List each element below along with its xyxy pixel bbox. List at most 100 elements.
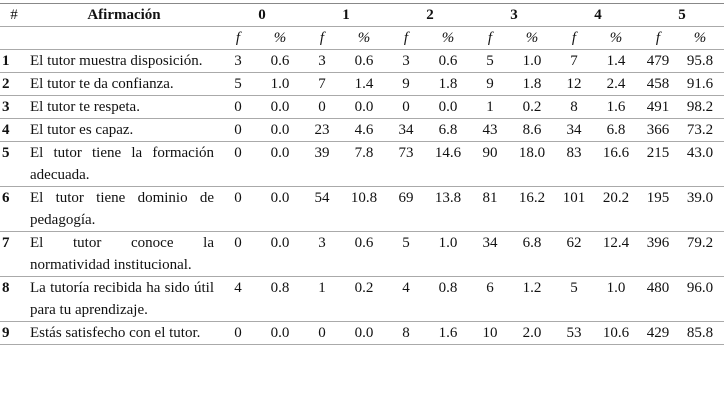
statement: El tutor muestra disposición. (30, 53, 203, 69)
value-cell: 0.0 (270, 235, 290, 251)
value-cell: 43 (482, 122, 498, 138)
value-cell: 0.6 (438, 53, 458, 69)
value-cell: 10.6 (602, 325, 630, 341)
row-number: 4 (2, 122, 10, 138)
value-cell: 83 (566, 145, 582, 161)
value-cell: 0.0 (354, 99, 374, 115)
subheader-cell: f (487, 30, 493, 46)
row-number: 3 (2, 99, 10, 115)
value-cell: 0.2 (354, 280, 374, 296)
subheader-cell: % (273, 30, 287, 46)
statement: El tutor te respeta. (30, 99, 140, 115)
statement: El tutor tiene dominio de pedagogía. (30, 190, 214, 228)
statement: El tutor conoce la normatividad instituc… (30, 235, 214, 273)
statement: Estás satisfecho con el tutor. (30, 325, 201, 341)
subheader-cell: f (403, 30, 409, 46)
value-cell: 480 (646, 280, 670, 296)
value-cell: 5 (234, 76, 242, 92)
value-cell: 1.8 (522, 76, 542, 92)
value-cell: 1.2 (522, 280, 542, 296)
value-cell: 0 (234, 190, 242, 206)
subheader-cell: % (441, 30, 455, 46)
header-cell: # (10, 7, 18, 23)
subheader-row: f% f% f% f% f% f% (0, 27, 724, 50)
value-cell: 479 (646, 53, 670, 69)
value-cell: 4 (234, 280, 242, 296)
value-cell: 429 (646, 325, 670, 341)
value-cell: 4.6 (354, 122, 374, 138)
row-number: 2 (2, 76, 10, 92)
value-cell: 9 (402, 76, 410, 92)
value-cell: 7 (318, 76, 326, 92)
table-row: 9 Estás satisfecho con el tutor. 0 0.0 0 0.0 8… (0, 322, 724, 345)
value-cell: 53 (566, 325, 582, 341)
value-cell: 14.6 (434, 145, 462, 161)
value-cell: 3 (402, 53, 410, 69)
value-cell: 0 (234, 145, 242, 161)
header-cell: Afirmación (87, 7, 161, 23)
row-number: 8 (2, 280, 10, 296)
value-cell: 3 (318, 53, 326, 69)
value-cell: 0.6 (354, 235, 374, 251)
value-cell: 43.0 (686, 145, 714, 161)
value-cell: 2.4 (606, 76, 626, 92)
value-cell: 8.6 (522, 122, 542, 138)
value-cell: 91.6 (686, 76, 714, 92)
table-row: 4 El tutor es capaz. 0 0.0 23 4.6 34 6.8 43 8.6 34… (0, 119, 724, 142)
row-number: 1 (2, 53, 10, 69)
statement: El tutor es capaz. (30, 122, 134, 138)
statement: La tutoría recibida ha sido útil para tu… (30, 280, 214, 318)
table-row: 1 El tutor muestra disposición. 3 0.6 3 0.6 3 0… (0, 50, 724, 73)
value-cell: 5 (486, 53, 494, 69)
value-cell: 1 (318, 280, 326, 296)
value-cell: 90 (482, 145, 498, 161)
row-number: 7 (2, 235, 10, 251)
value-cell: 0.0 (270, 145, 290, 161)
value-cell: 13.8 (434, 190, 462, 206)
value-cell: 0.8 (438, 280, 458, 296)
spacer (28, 27, 220, 50)
value-cell: 10 (482, 325, 498, 341)
spacer (0, 27, 28, 50)
value-cell: 20.2 (602, 190, 630, 206)
header-cell: 0 (258, 7, 266, 23)
value-cell: 1.0 (270, 76, 290, 92)
value-cell: 0 (402, 99, 410, 115)
value-cell: 81 (482, 190, 498, 206)
value-cell: 4 (402, 280, 410, 296)
value-cell: 10.8 (350, 190, 378, 206)
value-cell: 34 (566, 122, 582, 138)
value-cell: 1 (486, 99, 494, 115)
value-cell: 396 (646, 235, 670, 251)
value-cell: 0.0 (354, 325, 374, 341)
header-cell: 4 (594, 7, 602, 23)
data-table: # Afirmación 0 1 2 3 4 5 f% f% f% f% f% f% 1 El tutor … (0, 3, 724, 345)
value-cell: 73.2 (686, 122, 714, 138)
value-cell: 7 (570, 53, 578, 69)
header-cell: 3 (510, 7, 518, 23)
value-cell: 0 (234, 235, 242, 251)
value-cell: 85.8 (686, 325, 714, 341)
header-cell: 1 (342, 7, 350, 23)
subheader-cell: % (609, 30, 623, 46)
value-cell: 1.4 (354, 76, 374, 92)
value-cell: 215 (646, 145, 670, 161)
value-cell: 95.8 (686, 53, 714, 69)
value-cell: 5 (402, 235, 410, 251)
value-cell: 195 (646, 190, 670, 206)
value-cell: 0 (318, 325, 326, 341)
value-cell: 73 (398, 145, 414, 161)
value-cell: 2.0 (522, 325, 542, 341)
value-cell: 6 (486, 280, 494, 296)
value-cell: 0 (318, 99, 326, 115)
value-cell: 0.0 (438, 99, 458, 115)
value-cell: 8 (402, 325, 410, 341)
value-cell: 6.8 (522, 235, 542, 251)
subheader-cell: f (235, 30, 241, 46)
value-cell: 16.2 (518, 190, 546, 206)
value-cell: 1.0 (606, 280, 626, 296)
value-cell: 9 (486, 76, 494, 92)
value-cell: 69 (398, 190, 414, 206)
value-cell: 6.8 (606, 122, 626, 138)
value-cell: 7.8 (354, 145, 374, 161)
